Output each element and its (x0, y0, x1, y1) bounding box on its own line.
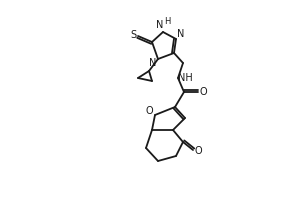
Text: O: O (145, 106, 153, 116)
Text: N: N (156, 20, 164, 30)
Text: S: S (130, 30, 136, 40)
Text: O: O (199, 87, 207, 97)
Text: N: N (177, 29, 185, 39)
Text: O: O (194, 146, 202, 156)
Text: H: H (164, 17, 170, 25)
Text: NH: NH (178, 73, 192, 83)
Text: N: N (149, 58, 157, 68)
